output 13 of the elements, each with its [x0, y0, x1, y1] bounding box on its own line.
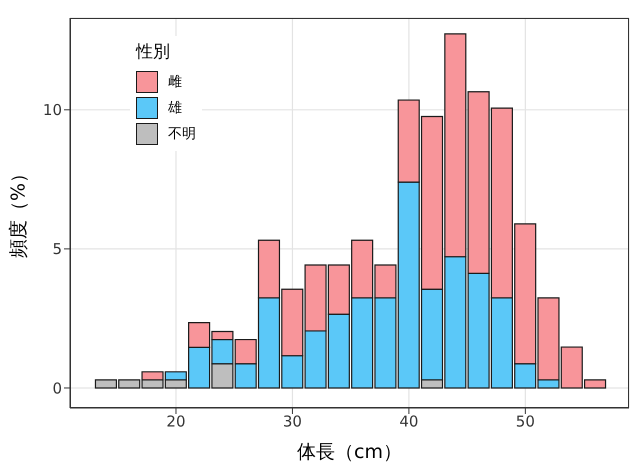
x-axis-title: 体長（cm） [297, 441, 402, 463]
y-axis-title: 頻度（%） [8, 164, 30, 258]
legend-label: 雄 [168, 99, 182, 117]
legend-label: 不明 [168, 125, 196, 143]
y-tick-label: 0 [52, 379, 62, 398]
y-tick-label: 5 [52, 240, 62, 258]
x-tick-label: 50 [516, 412, 535, 431]
legend-label: 雌 [168, 73, 182, 91]
x-tick-label: 20 [166, 412, 186, 431]
x-tick-label: 40 [399, 412, 418, 431]
x-tick-label: 30 [282, 412, 302, 431]
legend-title: 性別 [136, 41, 171, 63]
y-tick-label: 10 [42, 101, 62, 120]
